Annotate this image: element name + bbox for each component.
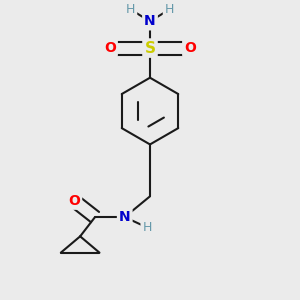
Text: H: H <box>142 221 152 234</box>
Text: S: S <box>145 40 155 56</box>
Text: O: O <box>104 41 116 55</box>
Text: H: H <box>165 3 174 16</box>
Text: N: N <box>144 14 156 28</box>
Text: H: H <box>126 3 135 16</box>
Text: O: O <box>68 194 80 208</box>
Text: O: O <box>184 41 196 55</box>
Text: N: N <box>119 210 130 224</box>
